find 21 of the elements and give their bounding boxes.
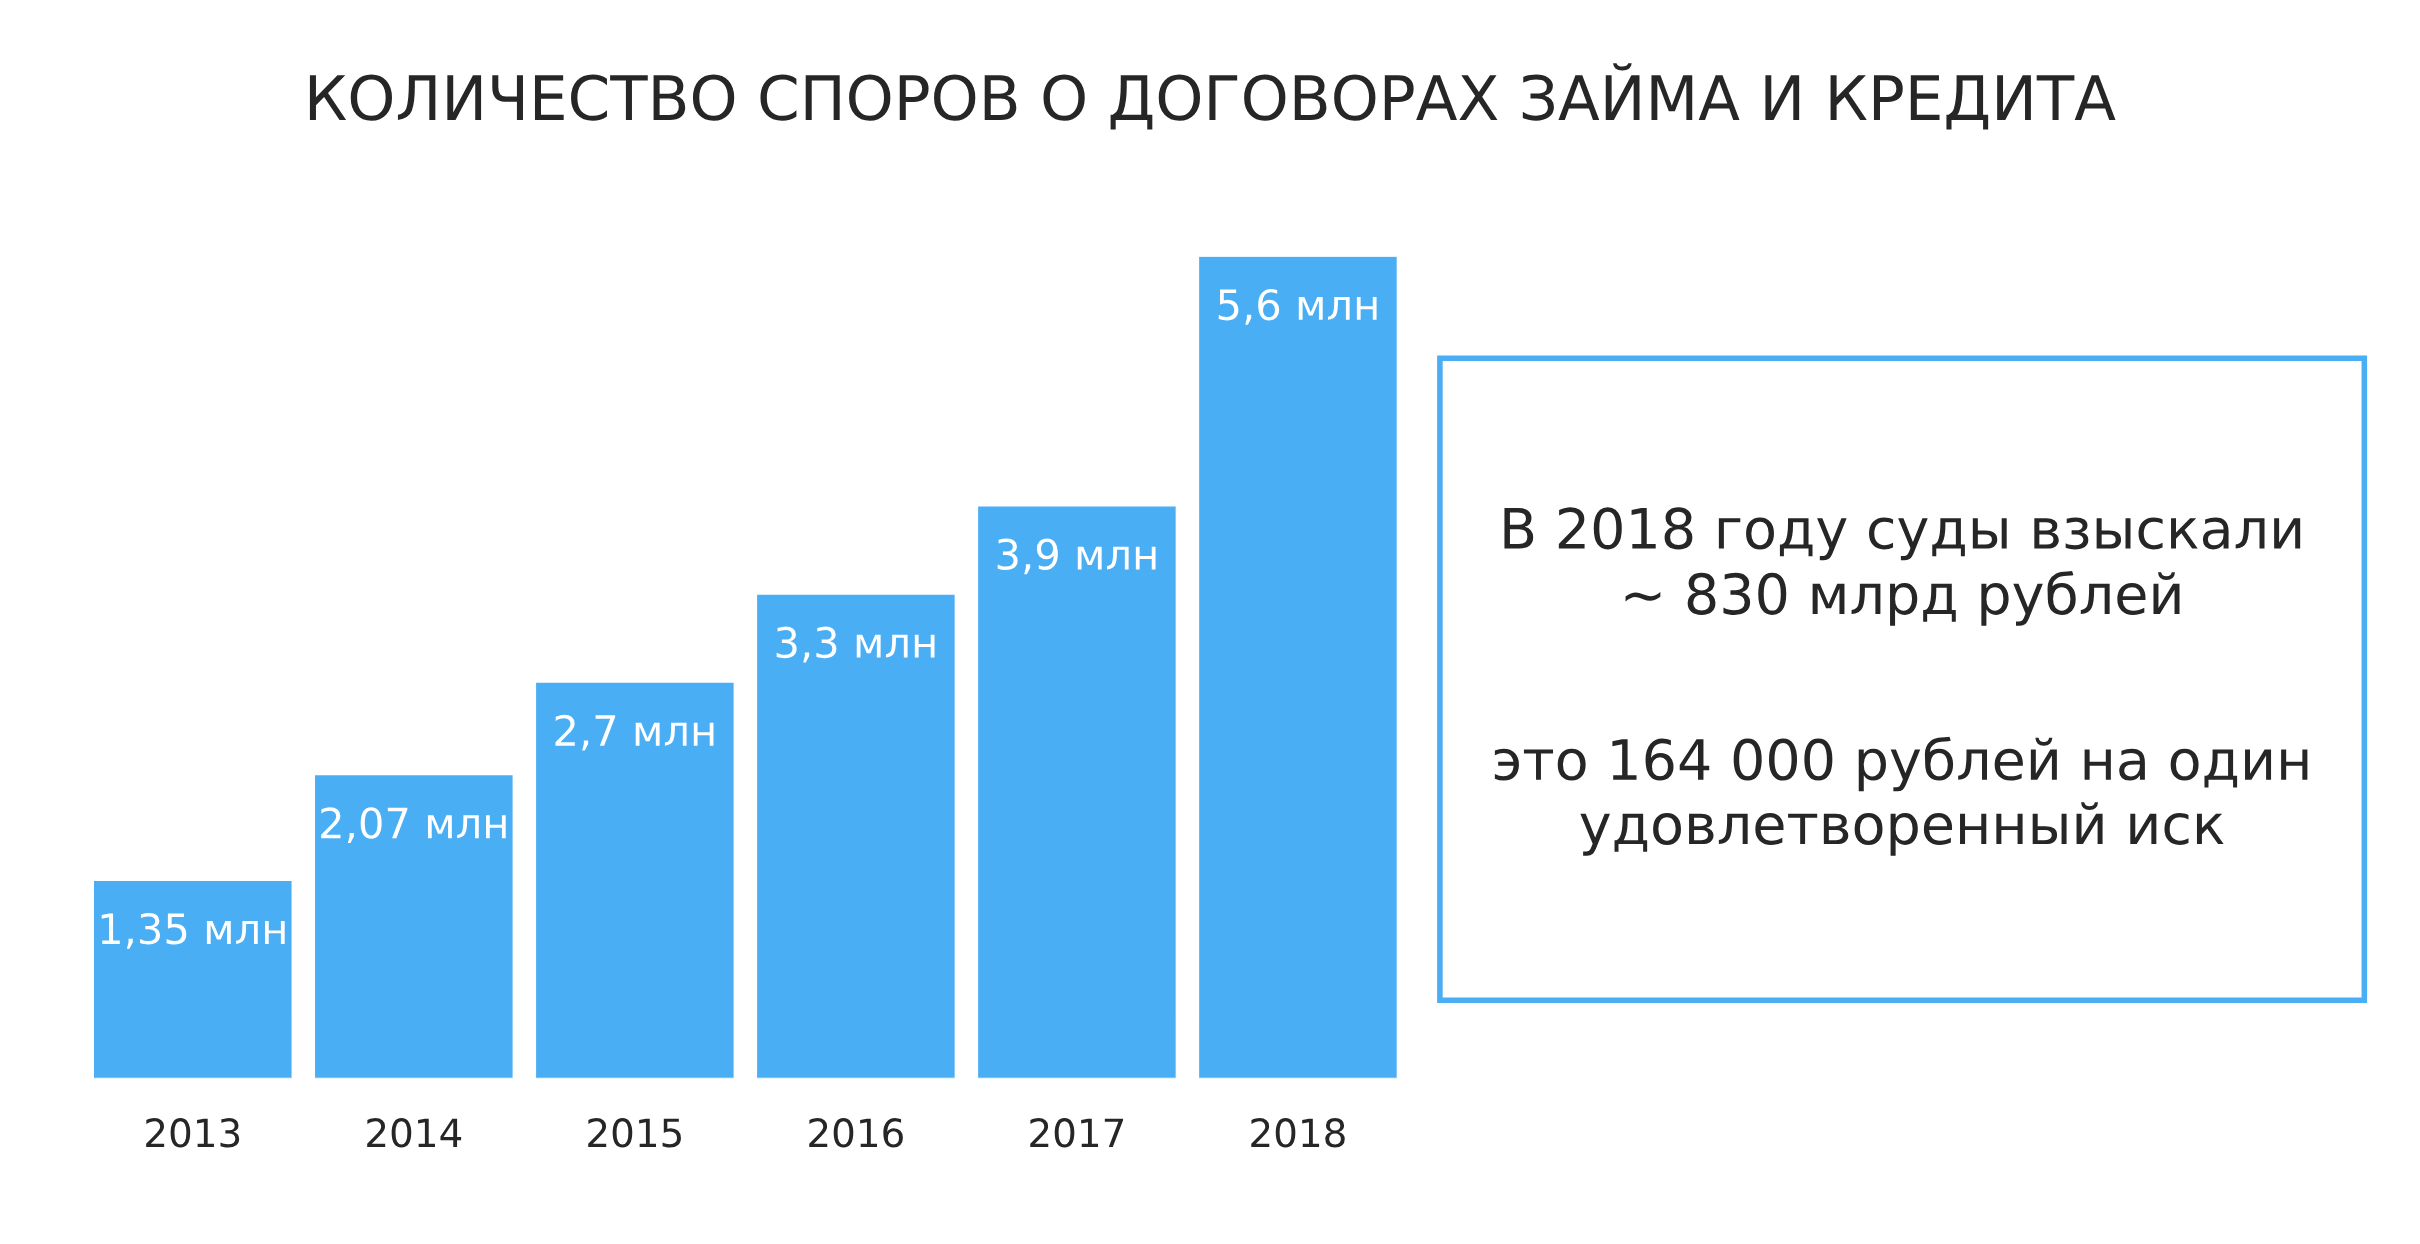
x-tick-label: 2014	[367, 1118, 462, 1148]
bar	[1197, 256, 1399, 1079]
bar	[92, 879, 293, 1079]
bar	[313, 773, 514, 1079]
x-tick-label: 2018	[1251, 1118, 1345, 1148]
data-label: 5,6 млн	[1218, 288, 1377, 325]
x-tick-label: 2017	[1030, 1118, 1124, 1148]
bar	[534, 681, 736, 1079]
chart-title: КОЛИЧЕСТВО СПОРОВ О ДОГОВОРАХ ЗАЙМА И КРЕДИТА	[309, 63, 2116, 130]
x-tick-label: 2015	[588, 1118, 681, 1148]
data-label: 3,9 млн	[997, 538, 1156, 575]
x-tick-label: 2016	[809, 1118, 903, 1148]
data-label: 2,07 млн	[321, 807, 506, 843]
x-tick-label: 2013	[146, 1118, 240, 1148]
bar	[755, 593, 957, 1079]
data-label: 2,7 млн	[555, 714, 714, 751]
text: это 164 000 рублей на один удовлетворенный иск	[1494, 736, 2308, 856]
data-label: 1,35 млн	[101, 912, 285, 949]
bar	[976, 505, 1178, 1079]
data-label: 3,3 млн	[776, 626, 935, 663]
text: В 2018 году суды взыскали ~ 830 млрд рублей	[1504, 507, 2301, 626]
